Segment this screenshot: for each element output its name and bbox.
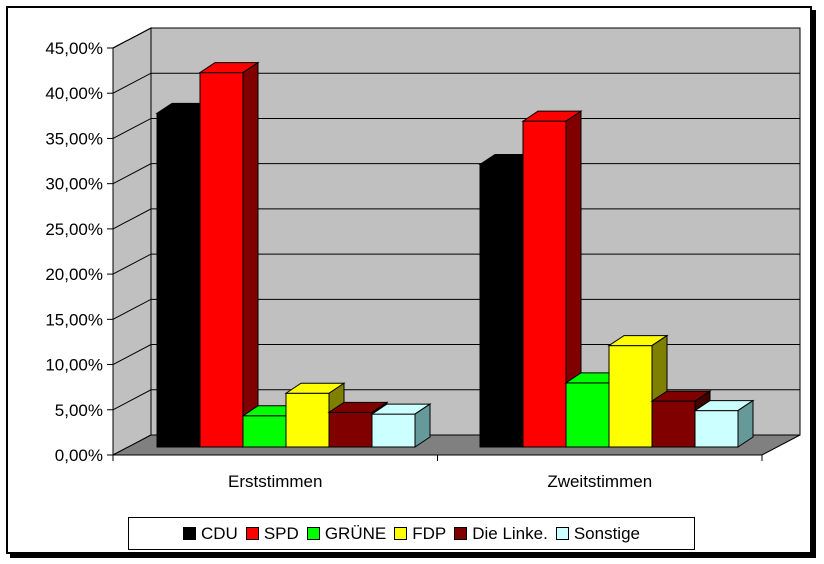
legend-label: CDU <box>201 523 238 543</box>
gridline <box>112 27 800 49</box>
y-tick-label: 0,00% <box>55 446 103 465</box>
gridline <box>112 117 800 139</box>
bar-front <box>522 120 567 448</box>
legend-swatch <box>454 527 468 540</box>
legend-item: GRÜNE <box>306 523 387 544</box>
bar-side <box>414 403 431 448</box>
bar <box>521 110 583 448</box>
bar-side <box>737 399 754 448</box>
gridline <box>112 298 800 320</box>
bar-front <box>242 415 287 448</box>
y-tick-label: 40,00% <box>45 84 103 103</box>
bar-front <box>694 410 739 448</box>
gridline <box>112 208 800 230</box>
y-tick-label: 35,00% <box>45 129 103 148</box>
bar-front <box>199 72 244 448</box>
bar <box>693 399 755 448</box>
legend-item: CDU <box>183 524 238 544</box>
gridline <box>112 344 800 365</box>
y-axis-tick-labels: 0,00% 5,00% 10,00% 15,00% 20,00% 25,00% 30,00%… <box>45 39 103 465</box>
bars <box>155 61 755 448</box>
legend-label: Die Linke. <box>472 523 548 543</box>
bar-front <box>479 163 524 448</box>
y-tick-label: 20,00% <box>45 265 103 284</box>
y-tick-label: 45,00% <box>45 39 103 58</box>
x-category-label: Zweitstimmen <box>547 472 652 491</box>
x-axis-category-labels: Erststimmen Zweitstimmen <box>228 472 652 491</box>
legend-item: FDP <box>394 524 446 544</box>
legend-label: Sonstige <box>573 523 640 543</box>
x-category-label: Erststimmen <box>228 472 322 491</box>
legend-item: Die Linke. <box>454 524 548 544</box>
y-tick-label: 10,00% <box>45 356 103 375</box>
legend: CDU SPD GRÜNE FDP Die Linke. Sonstige <box>128 517 695 550</box>
gridlines <box>107 27 800 461</box>
bar-side <box>242 61 259 448</box>
bar-front <box>608 345 653 448</box>
y-tick-label: 30,00% <box>45 175 103 194</box>
legend-item: Sonstige <box>555 523 640 544</box>
gridline <box>112 163 800 185</box>
legend-swatch <box>306 527 320 540</box>
y-tick-label: 15,00% <box>45 310 103 329</box>
gridline <box>112 72 800 94</box>
y-tick-label: 25,00% <box>45 220 103 239</box>
legend-label: SPD <box>263 523 299 543</box>
legend-swatch <box>394 527 408 540</box>
y-tick-label: 5,00% <box>55 401 103 420</box>
bar <box>370 403 432 448</box>
legend-item: SPD <box>245 523 299 544</box>
bar-front <box>285 392 330 448</box>
legend-label: GRÜNE <box>324 523 387 543</box>
legend-label: FDP <box>412 523 447 543</box>
legend-swatch <box>183 527 196 540</box>
bar <box>198 61 260 448</box>
gridline <box>112 253 800 275</box>
bar-front <box>565 382 610 448</box>
side-wall <box>112 27 152 456</box>
bar-front <box>328 411 373 448</box>
bar-front <box>651 400 696 448</box>
legend-swatch <box>245 527 259 540</box>
legend-swatch <box>555 527 569 540</box>
bar-front <box>371 413 416 448</box>
bar-front <box>156 112 201 448</box>
